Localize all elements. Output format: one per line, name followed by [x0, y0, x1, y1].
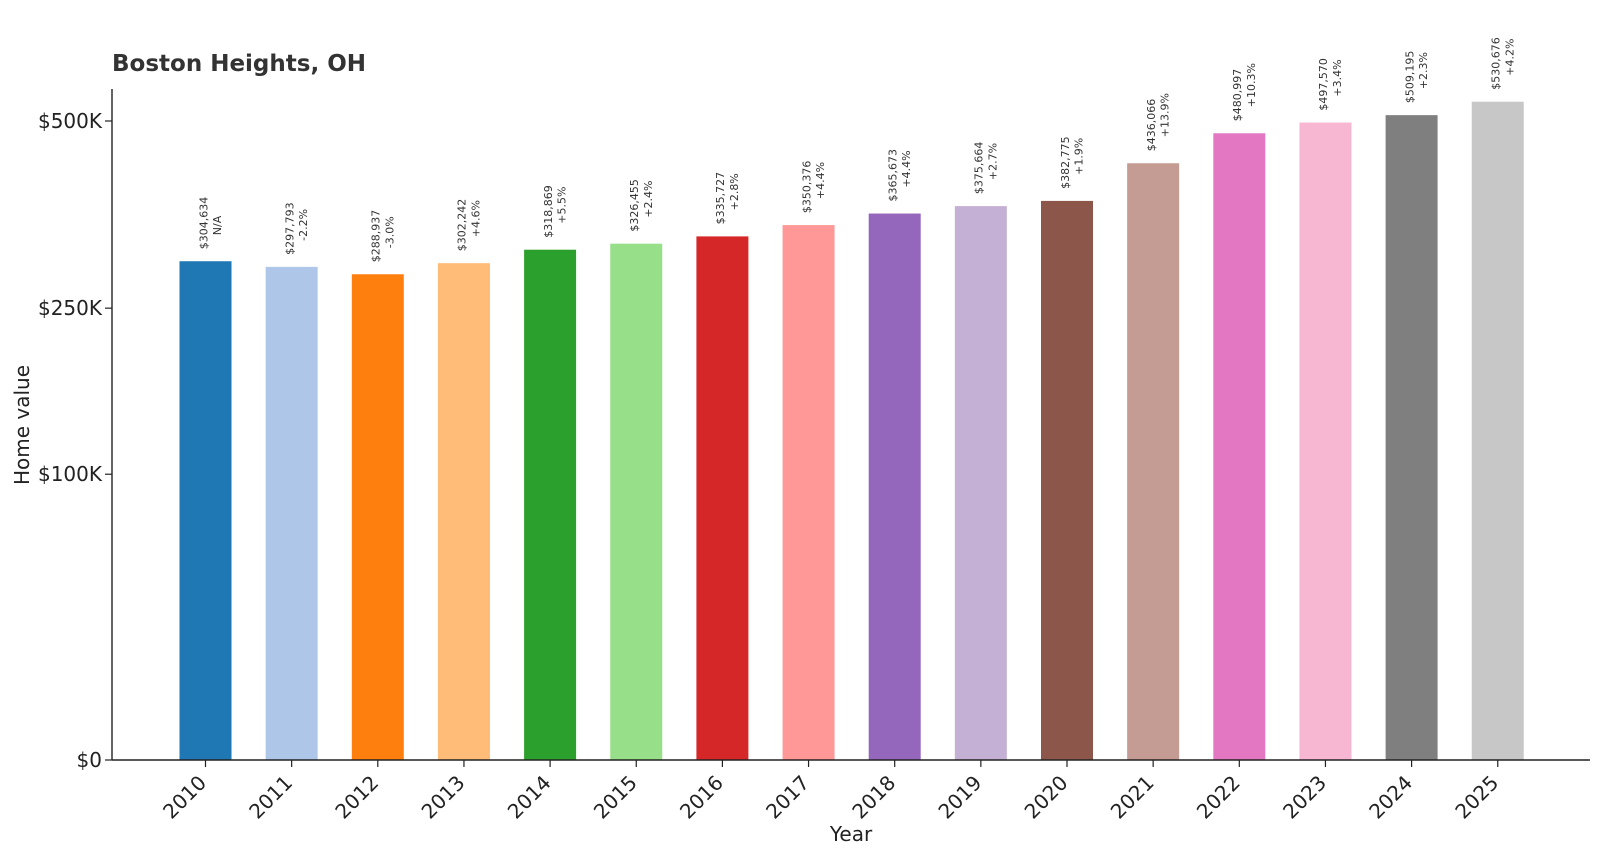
- bar: [265, 266, 318, 760]
- bar-value: $375,664: [973, 142, 986, 195]
- bar: [437, 263, 490, 760]
- bar-value-label: $302,242+4.6%: [456, 199, 483, 252]
- bar-change: -2.2%: [297, 209, 310, 241]
- bar-change: +2.3%: [1417, 52, 1430, 89]
- bar-value: $302,242: [456, 199, 469, 252]
- bar-value: $382,775: [1059, 136, 1072, 189]
- x-tick-label: 2010: [158, 771, 211, 824]
- bar-change: N/A: [211, 215, 224, 235]
- bar-value-label: $480,997+10.3%: [1231, 63, 1258, 121]
- bar: [1471, 101, 1524, 760]
- x-axis: 2010 2011 2012 2013 2014 2015 2016 2017 2018 2019…: [158, 760, 1503, 824]
- bar: [179, 261, 232, 760]
- bar: [1385, 115, 1438, 760]
- bar: [351, 274, 404, 760]
- bar-value: $288,937: [370, 210, 383, 263]
- bar-value-label: $382,775+1.9%: [1059, 136, 1086, 189]
- bar-value: $304,634: [197, 197, 210, 250]
- bar-value: $297,793: [283, 202, 296, 255]
- bar: [782, 225, 835, 760]
- x-tick-label: 2013: [417, 771, 470, 824]
- x-tick-label: 2011: [244, 771, 297, 824]
- x-tick-label: 2024: [1364, 771, 1417, 824]
- bar: [1299, 122, 1352, 760]
- bar-value: $497,570: [1317, 58, 1330, 111]
- bar-value-label: $530,676+4.2%: [1490, 37, 1517, 90]
- x-tick-label: 2016: [675, 771, 728, 824]
- y-axis: $0 $100K $250K $500K: [38, 109, 112, 772]
- bar-value: $318,869: [542, 185, 555, 238]
- y-tick-label: $100K: [38, 462, 103, 486]
- y-tick-label: $250K: [38, 296, 103, 320]
- bar-change: +2.7%: [986, 143, 999, 180]
- bar-change: +4.4%: [900, 150, 913, 187]
- x-tick-label: 2012: [330, 771, 383, 824]
- y-tick-label: $500K: [38, 109, 103, 133]
- x-tick-label: 2022: [1192, 771, 1245, 824]
- bar-change: +2.4%: [642, 180, 655, 217]
- y-axis-label: Home value: [10, 365, 34, 485]
- bar-value-label: $335,727+2.8%: [714, 172, 741, 225]
- bar: [868, 213, 921, 761]
- bar-value-label: $436,066+13.9%: [1145, 93, 1172, 151]
- bar-value-label: $375,664+2.7%: [973, 142, 1000, 195]
- bars-group: $304,634N/A $297,793-2.2% $288,937-3.0% $30…: [179, 37, 1524, 761]
- bar-change: +4.2%: [1503, 39, 1516, 76]
- x-axis-label: Year: [829, 822, 873, 846]
- bar-change: +4.4%: [814, 162, 827, 199]
- bar-value: $509,195: [1403, 51, 1416, 104]
- bar: [1213, 133, 1266, 760]
- bar: [610, 243, 663, 761]
- bar-value-label: $318,869+5.5%: [542, 185, 569, 238]
- x-tick-label: 2025: [1450, 771, 1503, 824]
- x-tick-label: 2018: [847, 771, 900, 824]
- bar-change: +2.8%: [728, 173, 741, 210]
- bar-change: +4.6%: [470, 200, 483, 237]
- bar-value: $350,376: [800, 161, 813, 214]
- bar-value: $365,673: [887, 149, 900, 202]
- bar: [696, 236, 749, 760]
- x-tick-label: 2017: [761, 771, 814, 824]
- bar-change: +10.3%: [1245, 63, 1258, 107]
- chart-title: Boston Heights, OH: [112, 51, 366, 77]
- bar-value-label: $288,937-3.0%: [370, 210, 397, 263]
- bar: [1127, 163, 1180, 761]
- bar-value-label: $365,673+4.4%: [887, 149, 914, 202]
- bar-value: $530,676: [1490, 37, 1503, 90]
- bar-change: -3.0%: [383, 216, 396, 248]
- bar-value-label: $497,570+3.4%: [1317, 58, 1344, 111]
- y-tick-label: $0: [77, 748, 102, 772]
- bar-change: +3.4%: [1331, 59, 1344, 96]
- x-tick-label: 2015: [589, 771, 642, 824]
- bar-value: $480,997: [1231, 69, 1244, 122]
- bar-change: +5.5%: [556, 187, 569, 224]
- bar: [954, 206, 1007, 760]
- x-tick-label: 2020: [1020, 771, 1073, 824]
- bar-value: $436,066: [1145, 99, 1158, 152]
- bar-value-label: $304,634N/A: [197, 197, 224, 250]
- bar-value-label: $509,195+2.3%: [1403, 51, 1430, 104]
- x-tick-label: 2019: [933, 771, 986, 824]
- bar-value-label: $297,793-2.2%: [283, 202, 310, 255]
- bar-value-label: $350,376+4.4%: [800, 161, 827, 214]
- x-tick-label: 2014: [503, 771, 556, 824]
- bar-change: +13.9%: [1159, 93, 1172, 137]
- bar: [524, 249, 577, 760]
- bar-value: $326,455: [628, 179, 641, 232]
- x-tick-label: 2023: [1278, 771, 1331, 824]
- bar: [1041, 200, 1093, 760]
- x-tick-label: 2021: [1106, 771, 1159, 824]
- bar-value-label: $326,455+2.4%: [628, 179, 655, 232]
- bar-change: +1.9%: [1073, 138, 1086, 175]
- bar-value: $335,727: [714, 172, 727, 225]
